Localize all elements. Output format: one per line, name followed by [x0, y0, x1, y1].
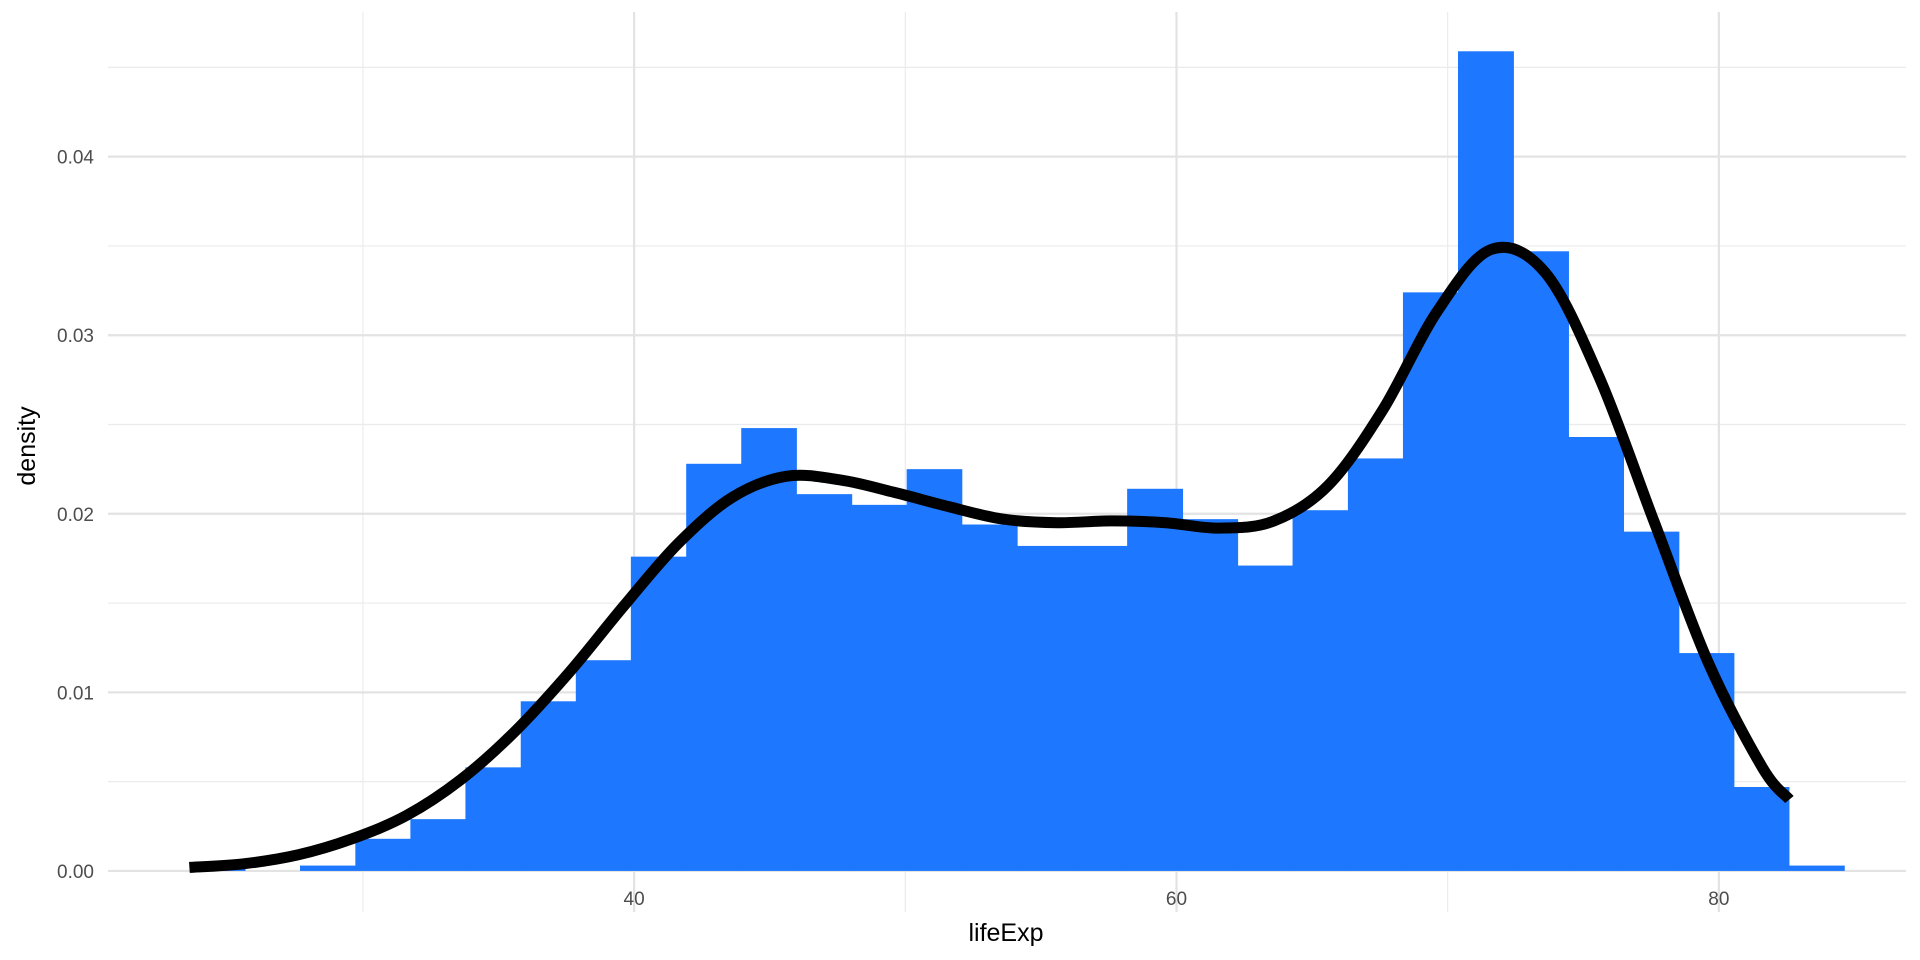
histogram-bar [1237, 565, 1294, 871]
histogram-bar [1678, 653, 1735, 871]
histogram-bar [575, 660, 632, 871]
histogram-bar [520, 701, 577, 871]
histogram-bar [1788, 865, 1845, 871]
y-axis-tick-labels: 0.00 0.01 0.02 0.03 0.04 [57, 148, 94, 883]
histogram-bar [1292, 510, 1349, 871]
y-tick-label: 0.01 [57, 683, 94, 704]
x-tick-label: 80 [1708, 889, 1729, 910]
histogram-bar [465, 767, 522, 871]
histogram-bar [1623, 531, 1680, 871]
density-curve-layer [189, 241, 1794, 873]
y-tick-label: 0.02 [57, 505, 94, 526]
histogram-bar [1127, 488, 1184, 871]
histogram-bar [355, 838, 411, 871]
y-tick-label: 0.00 [57, 862, 94, 883]
histogram-bar [1017, 545, 1073, 871]
histogram-bar [1733, 787, 1790, 871]
x-axis-title: lifeExp [968, 919, 1043, 947]
histogram-bar [630, 556, 687, 871]
histogram-bar [1072, 545, 1128, 871]
histogram-bar [796, 494, 853, 871]
histogram-bar [1182, 519, 1239, 871]
y-axis-title: density [13, 406, 41, 486]
histogram-bar [1347, 458, 1404, 871]
x-axis-tick-labels: 40 60 80 [624, 889, 1730, 910]
y-tick-label: 0.04 [57, 148, 94, 169]
histogram-bar [1513, 251, 1569, 871]
y-tick-label: 0.03 [57, 326, 94, 347]
histogram-bar [961, 524, 1018, 871]
histogram-bar [741, 428, 797, 871]
density-curve [189, 241, 1794, 873]
histogram-bar [410, 819, 467, 871]
x-tick-label: 40 [624, 889, 645, 910]
histogram-bar [1402, 292, 1459, 871]
histogram-bar [906, 469, 963, 871]
histogram-bar [1568, 437, 1625, 871]
x-tick-label: 60 [1166, 889, 1187, 910]
histogram-bar [1457, 51, 1514, 871]
histogram-bar [300, 865, 356, 871]
histogram-bars [189, 51, 1845, 871]
histogram-bar [851, 504, 908, 871]
